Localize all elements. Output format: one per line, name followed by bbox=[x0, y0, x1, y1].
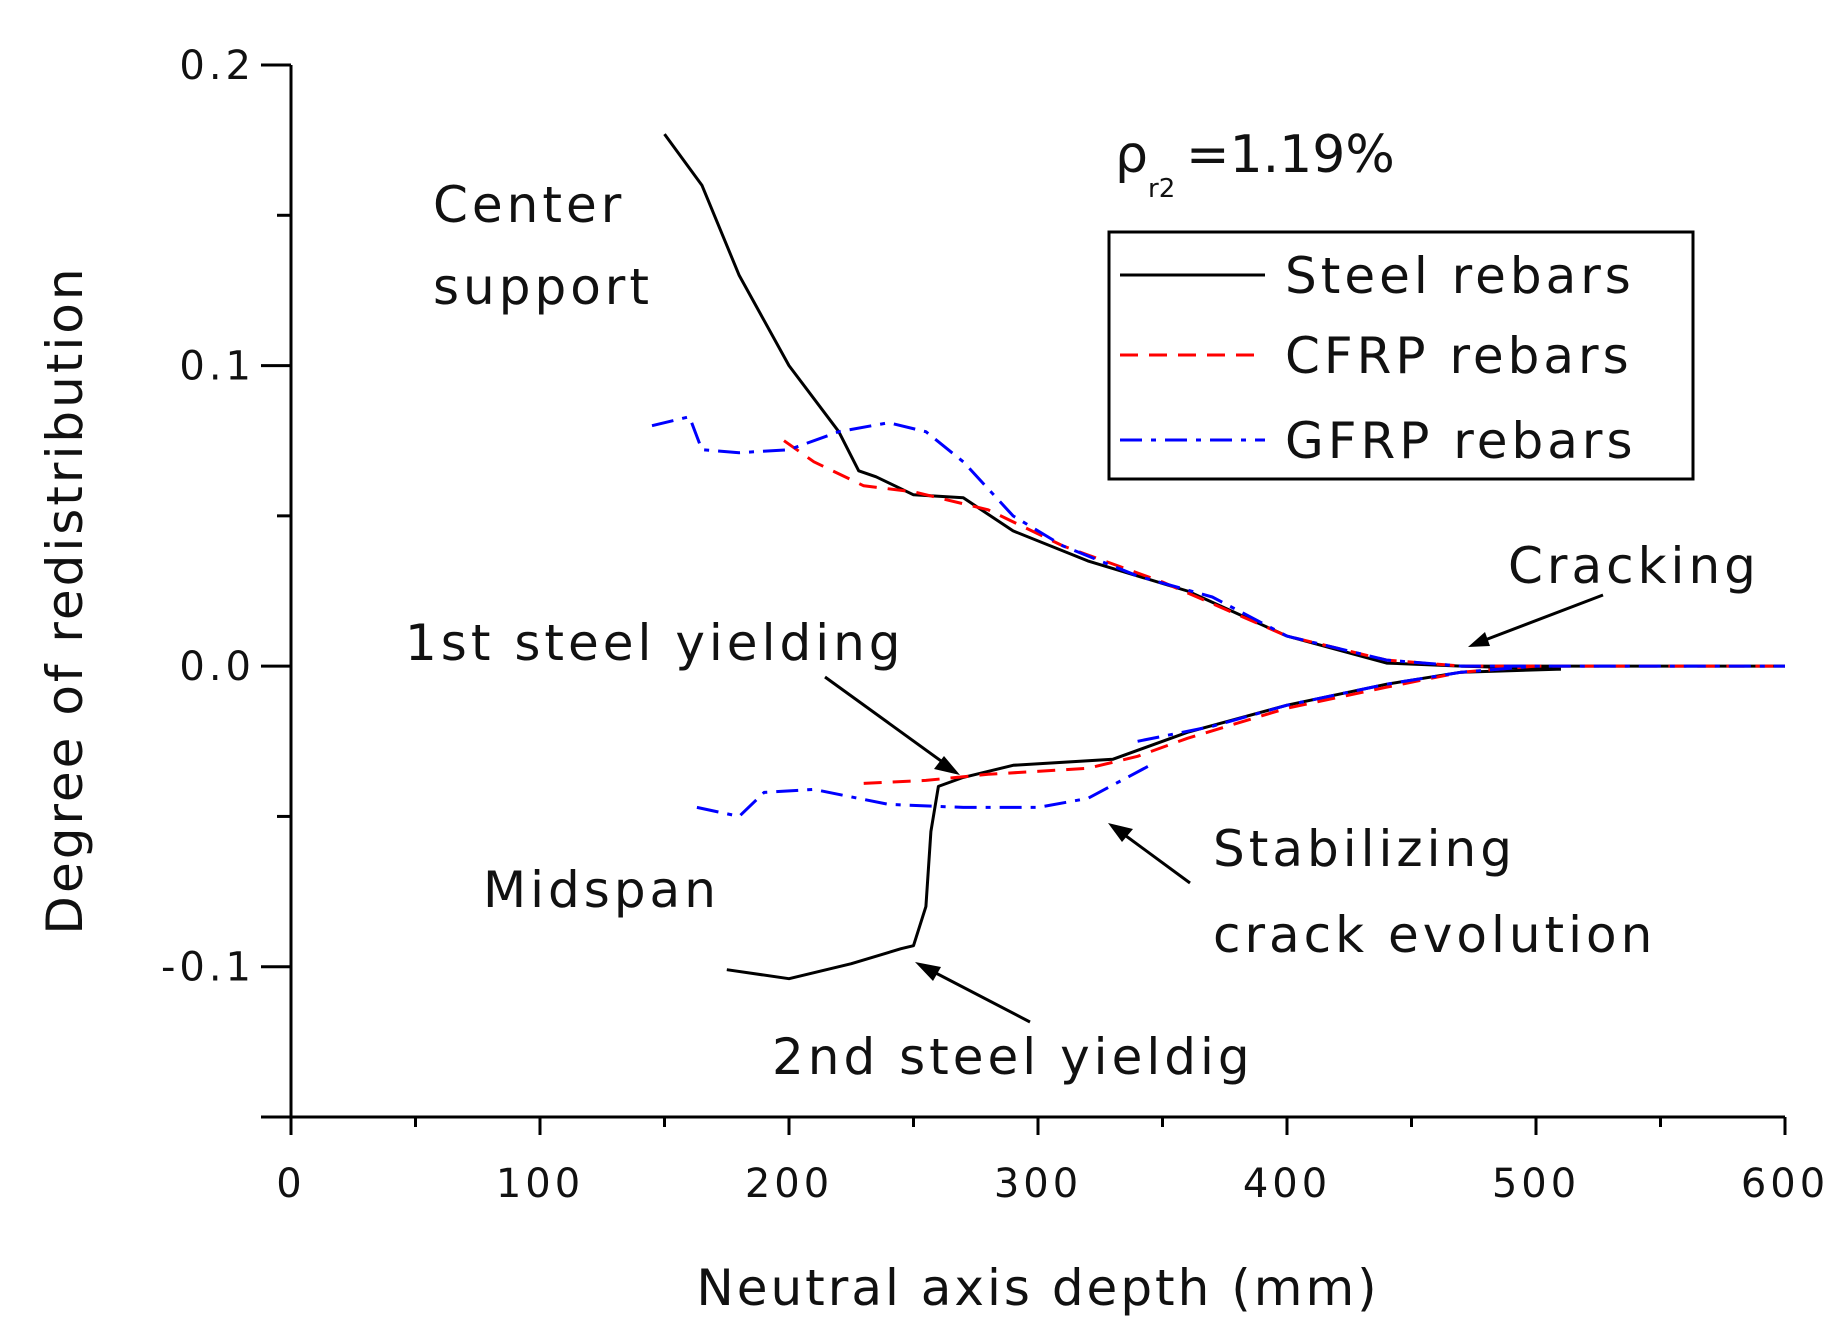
y-tick-label: 0.1 bbox=[179, 344, 255, 390]
annotation-cracking: Cracking bbox=[1468, 537, 1760, 647]
annotation-arrowhead bbox=[915, 962, 941, 981]
y-tick-label: 0.0 bbox=[179, 644, 255, 690]
annotation-text: Cracking bbox=[1508, 537, 1760, 595]
annotation-text: Midspan bbox=[483, 861, 720, 919]
legend-label-gfrp: GFRP rebars bbox=[1285, 412, 1637, 470]
legend-label-steel: Steel rebars bbox=[1285, 247, 1635, 305]
annotation-center-support: Center support bbox=[433, 176, 653, 316]
x-tick-label: 400 bbox=[1243, 1161, 1331, 1207]
series-cfrp-rebars bbox=[783, 439, 1785, 785]
annotation-stabilizing-crack-evolution: Stabilizing crack evolution bbox=[1108, 820, 1656, 964]
annotation-first-steel-yielding: 1st steel yielding bbox=[405, 614, 960, 775]
series-layer bbox=[651, 133, 1785, 981]
annotation-arrow bbox=[929, 968, 1031, 1024]
y-tick-label: 0.2 bbox=[179, 43, 255, 89]
legend: Steel rebars CFRP rebars GFRP rebars bbox=[1107, 230, 1695, 481]
y-tick-label: -0.1 bbox=[161, 945, 255, 991]
annotation-arrowhead bbox=[934, 756, 960, 775]
x-tick-label: 100 bbox=[496, 1161, 584, 1207]
series-line bbox=[651, 415, 1785, 668]
series-line bbox=[696, 763, 1151, 818]
legend-box bbox=[1107, 230, 1695, 481]
x-tick-label: 300 bbox=[994, 1161, 1082, 1207]
x-tick-label: 600 bbox=[1741, 1161, 1829, 1207]
legend-label-cfrp: CFRP rebars bbox=[1285, 327, 1633, 385]
x-axis-title: Neutral axis depth (mm) bbox=[696, 1259, 1379, 1317]
annotation-text: Center bbox=[433, 176, 625, 234]
x-tick-label: 0 bbox=[276, 1161, 305, 1207]
annotation-text: Stabilizing bbox=[1213, 820, 1516, 878]
annotation-arrow bbox=[824, 675, 949, 768]
reinforcement-ratio-subscript: r2 bbox=[1148, 174, 1175, 204]
annotation-arrowhead bbox=[1108, 823, 1133, 842]
series-gfrp-rebars bbox=[651, 415, 1785, 818]
series-line bbox=[726, 667, 1561, 981]
x-tick-label: 200 bbox=[745, 1161, 833, 1207]
reinforcement-ratio: ρ r2 =1.19% bbox=[1115, 125, 1395, 204]
y-axis-title: Degree of redistribution bbox=[36, 265, 94, 934]
annotation-text: crack evolution bbox=[1213, 906, 1656, 964]
annotation-arrow bbox=[1121, 831, 1191, 885]
x-tick-label: 500 bbox=[1492, 1161, 1580, 1207]
ticks bbox=[261, 63, 1787, 1135]
annotation-midspan: Midspan bbox=[483, 861, 720, 919]
tick-labels: 0 100 200 300 400 500 600 -0.1 0.0 0.1 0.2 bbox=[161, 43, 1829, 1207]
annotation-text: 1st steel yielding bbox=[405, 614, 905, 672]
series-line bbox=[1137, 664, 1537, 743]
series-line bbox=[863, 664, 1537, 785]
annotation-text: support bbox=[433, 258, 653, 316]
reinforcement-ratio-value: =1.19% bbox=[1186, 125, 1395, 185]
annotation-arrowhead bbox=[1468, 632, 1490, 647]
annotation-arrow bbox=[1484, 593, 1604, 642]
reinforcement-ratio-symbol: ρ bbox=[1115, 125, 1148, 185]
annotation-text: 2nd steel yieldig bbox=[772, 1028, 1254, 1086]
annotation-second-steel-yielding: 2nd steel yieldig bbox=[772, 962, 1254, 1086]
